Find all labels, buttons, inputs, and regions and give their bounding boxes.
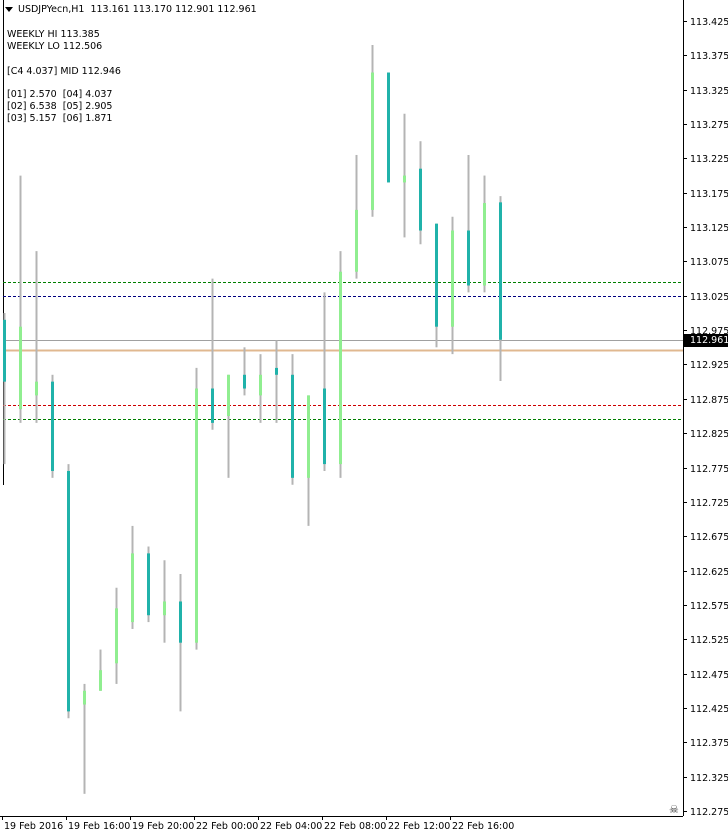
y-tick-label: 112.275 bbox=[690, 807, 728, 818]
y-tick-label: 113.375 bbox=[690, 51, 728, 62]
y-tick-label: 113.075 bbox=[690, 257, 728, 268]
y-tick-label: 112.675 bbox=[690, 532, 728, 543]
y-tick-label: 112.325 bbox=[690, 773, 728, 784]
candle-body bbox=[291, 374, 294, 478]
candle-body bbox=[371, 72, 374, 210]
candle-body bbox=[99, 670, 102, 691]
y-tick-label: 113.275 bbox=[690, 120, 728, 131]
y-tick-label: 112.975 bbox=[690, 326, 728, 337]
candle-body bbox=[35, 381, 38, 396]
y-tick-label: 113.425 bbox=[690, 17, 728, 28]
candle-body bbox=[83, 690, 86, 705]
candle-body bbox=[467, 230, 470, 286]
y-tick-label: 112.775 bbox=[690, 464, 728, 475]
y-tick-label: 112.375 bbox=[690, 738, 728, 749]
candle-body bbox=[499, 202, 502, 340]
y-tick-label: 112.725 bbox=[690, 498, 728, 509]
x-tick-label: 22 Feb 16:00 bbox=[452, 821, 514, 832]
candle-body bbox=[435, 223, 438, 327]
y-tick-label: 112.625 bbox=[690, 567, 728, 578]
y-tick-label: 112.525 bbox=[690, 635, 728, 646]
candle-body bbox=[3, 319, 6, 382]
x-tick-label: 22 Feb 12:00 bbox=[388, 821, 450, 832]
candle-body bbox=[355, 209, 358, 272]
x-tick-label: 19 Feb 2016 bbox=[4, 821, 63, 832]
candle-body bbox=[115, 608, 118, 664]
candle-body bbox=[451, 230, 454, 327]
y-tick-label: 112.925 bbox=[690, 360, 728, 371]
x-tick-label: 22 Feb 08:00 bbox=[324, 821, 386, 832]
y-tick-label: 112.475 bbox=[690, 670, 728, 681]
candle-body bbox=[323, 388, 326, 465]
candle-body bbox=[67, 470, 70, 712]
candle-body bbox=[227, 374, 230, 416]
y-tick-label: 112.425 bbox=[690, 704, 728, 715]
candle-body bbox=[339, 271, 342, 465]
x-tick-label: 22 Feb 04:00 bbox=[260, 821, 322, 832]
candle-body bbox=[483, 203, 486, 286]
candle-body bbox=[131, 553, 134, 623]
y-tick-label: 112.875 bbox=[690, 395, 728, 406]
candle-body bbox=[211, 388, 214, 423]
candle-body bbox=[275, 367, 278, 375]
candle-body bbox=[387, 72, 390, 183]
y-tick-label: 113.225 bbox=[690, 154, 728, 165]
y-tick-label: 113.325 bbox=[690, 86, 728, 97]
y-tick-label: 113.175 bbox=[690, 189, 728, 200]
y-tick-label: 113.125 bbox=[690, 223, 728, 234]
candle-body bbox=[19, 326, 22, 410]
candle-body bbox=[403, 175, 406, 183]
x-tick-label: 19 Feb 20:00 bbox=[132, 821, 194, 832]
candle-body bbox=[195, 388, 198, 643]
candle-body bbox=[307, 395, 310, 478]
candle-body bbox=[163, 601, 166, 616]
candle-body bbox=[179, 601, 182, 643]
candle-body bbox=[147, 553, 150, 616]
y-tick-label: 113.025 bbox=[690, 292, 728, 303]
candle-body bbox=[259, 374, 262, 396]
y-tick-label: 112.825 bbox=[690, 429, 728, 440]
x-tick-label: 19 Feb 16:00 bbox=[68, 821, 130, 832]
x-tick-label: 22 Feb 00:00 bbox=[196, 821, 258, 832]
candle-body bbox=[419, 168, 422, 231]
candle-body bbox=[51, 381, 54, 471]
y-tick-label: 112.575 bbox=[690, 601, 728, 612]
candle-body bbox=[243, 374, 246, 389]
